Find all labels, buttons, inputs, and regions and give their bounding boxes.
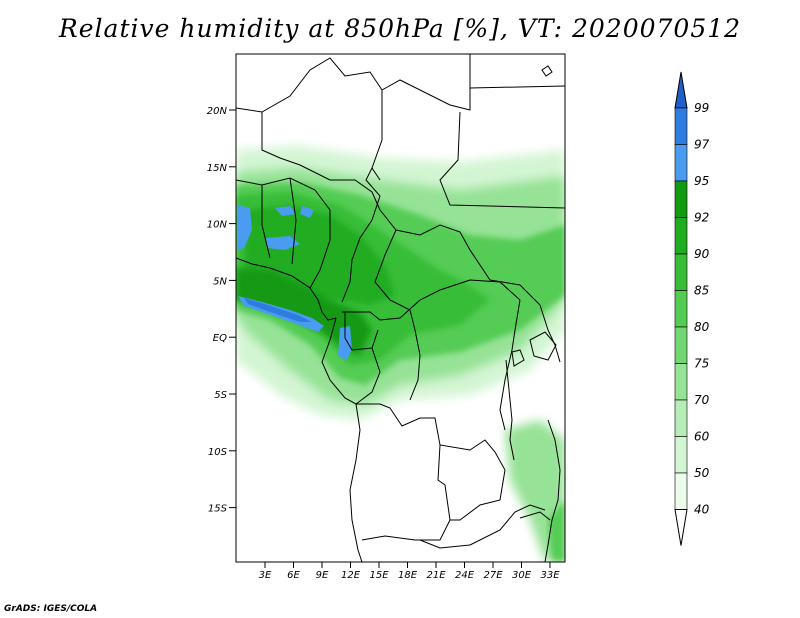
colorbar-bottom-arrow — [674, 509, 688, 546]
colorbar-label: 85 — [694, 284, 709, 298]
colorbar-label: 40 — [694, 503, 710, 517]
colorbar-swatch — [674, 436, 688, 474]
colorbar-swatch — [674, 326, 688, 364]
colorbar-swatch — [674, 144, 688, 182]
lat-tick-label: EQ — [213, 333, 227, 344]
lat-tick-label: 10N — [207, 220, 228, 231]
map-title: Relative humidity at 850hPa [%], VT: 202… — [58, 14, 742, 43]
lon-tick-label: 15E — [369, 570, 389, 581]
lon-tick-label: 33E — [540, 570, 560, 581]
grads-credit: GrADS: IGES/COLA — [4, 604, 98, 614]
colorbar-label: 95 — [694, 174, 709, 188]
colorbar-swatch — [674, 363, 688, 401]
colorbar-label: 50 — [694, 466, 710, 480]
colorbar-swatch — [674, 217, 688, 255]
colorbar-swatch — [674, 290, 688, 328]
colorbar-swatch — [674, 107, 688, 145]
lon-tick-label: 27E — [483, 570, 503, 581]
humidity-field — [236, 54, 565, 562]
colorbar-swatch — [674, 253, 688, 291]
map-frame — [235, 53, 566, 563]
colorbar-label: 70 — [694, 393, 710, 407]
lon-tick-label: 3E — [259, 570, 272, 581]
colorbar-label: 75 — [694, 357, 709, 371]
colorbar-swatch — [674, 472, 688, 510]
country-borders — [236, 54, 565, 562]
colorbar-label: 92 — [694, 211, 709, 225]
colorbar: 99 97 95 92 90 85 80 75 70 60 50 40 — [674, 71, 710, 546]
lon-tick-label: 21E — [426, 570, 446, 581]
lon-tick-label: 24E — [455, 570, 475, 581]
colorbar-label: 97 — [694, 138, 710, 152]
colorbar-label: 60 — [694, 430, 710, 444]
lat-tick-label: 20N — [207, 106, 228, 117]
lon-tick-label: 9E — [316, 570, 329, 581]
lat-tick-label: 5N — [213, 276, 227, 287]
colorbar-label: 80 — [694, 320, 710, 334]
colorbar-swatch — [674, 180, 688, 218]
colorbar-swatch — [674, 399, 688, 437]
colorbar-label: 90 — [694, 247, 710, 261]
lat-tick-label: 5S — [214, 390, 227, 401]
lat-tick-label: 15N — [207, 163, 228, 174]
lon-tick-label: 6E — [287, 570, 300, 581]
colorbar-top-arrow — [674, 71, 688, 109]
lon-tick-label: 12E — [341, 570, 361, 581]
latitude-axis: 20N 15N 10N 5N EQ 5S 10S 15S — [207, 106, 236, 515]
lon-tick-label: 18E — [398, 570, 418, 581]
lat-tick-label: 10S — [208, 447, 228, 458]
colorbar-label: 99 — [694, 101, 709, 115]
lon-tick-label: 30E — [512, 570, 532, 581]
longitude-axis: 3E 6E 9E 12E 15E 18E 21E 24E 27E 30E 33E — [259, 562, 560, 581]
lat-tick-label: 15S — [208, 504, 228, 515]
